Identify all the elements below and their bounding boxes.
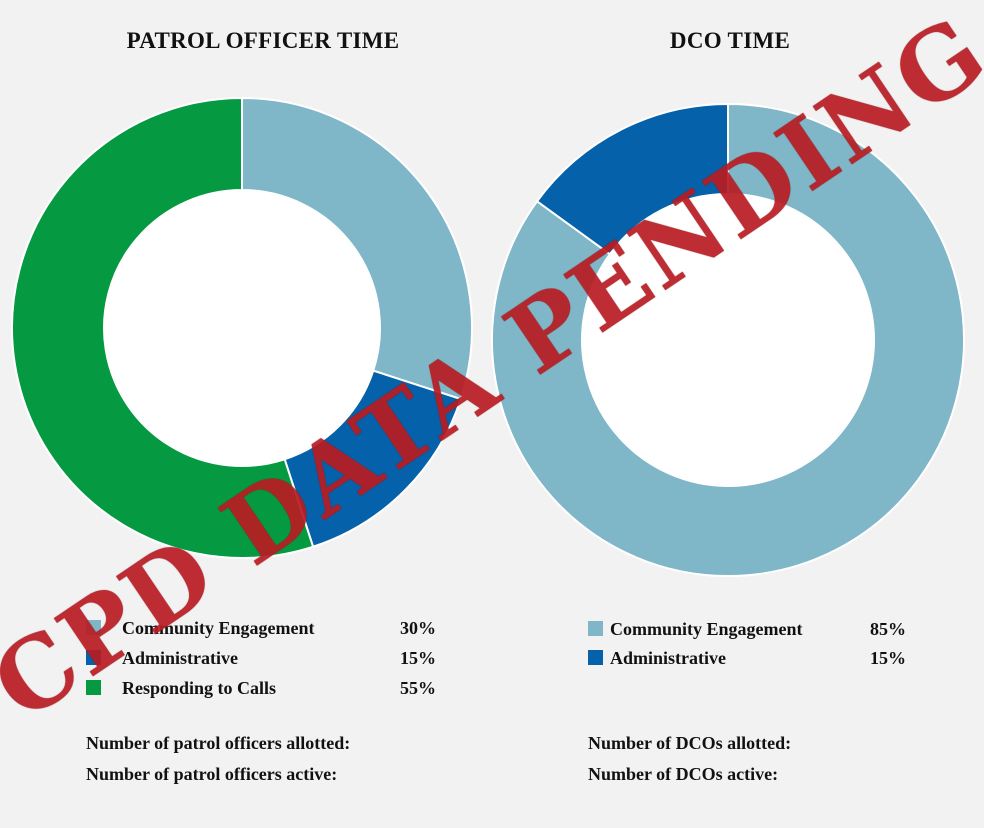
donut-slice-administrative xyxy=(535,102,729,256)
chart-title-patrol-officer-time: PATROL OFFICER TIME xyxy=(126,28,400,53)
legend-value: 85% xyxy=(870,619,906,639)
legend-label: Responding to Calls xyxy=(122,678,277,698)
legend-swatch xyxy=(86,650,101,665)
donut-slice-responding-to-calls xyxy=(11,96,315,559)
legend-swatch xyxy=(86,620,101,635)
chart-title-dco-time: DCO TIME xyxy=(669,28,791,53)
legend-label: Community Engagement xyxy=(610,619,803,639)
patrol-officers-active-label: Number of patrol officers active: xyxy=(86,764,338,784)
legend-swatch xyxy=(588,650,603,665)
donut-hole xyxy=(105,191,379,465)
legend-value: 55% xyxy=(400,678,436,698)
legend-item-community-engagement: Community Engagement 85% xyxy=(588,618,918,640)
legend-label: Administrative xyxy=(122,648,238,668)
legend-item-community-engagement: Community Engagement 30% xyxy=(86,617,446,639)
legend-swatch xyxy=(588,621,603,636)
patrol-officers-allotted-label: Number of patrol officers allotted: xyxy=(86,733,351,753)
donut-slice-community-engagement xyxy=(491,102,965,577)
legend-item-responding-to-calls: Responding to Calls 55% xyxy=(86,677,446,699)
legend-label: Community Engagement xyxy=(122,618,315,638)
legend-value: 15% xyxy=(400,648,436,668)
legend-label: Administrative xyxy=(610,648,726,668)
dcos-allotted-label: Number of DCOs allotted: xyxy=(588,733,792,753)
donut-slice-community-engagement xyxy=(241,96,473,401)
legend-value: 15% xyxy=(870,648,906,668)
legend-item-administrative: Administrative 15% xyxy=(588,647,918,669)
legend-value: 30% xyxy=(400,618,436,638)
legend-item-administrative: Administrative 15% xyxy=(86,647,446,669)
donut-hole xyxy=(583,195,873,485)
legend-swatch xyxy=(86,680,101,695)
dcos-active-label: Number of DCOs active: xyxy=(588,764,779,784)
